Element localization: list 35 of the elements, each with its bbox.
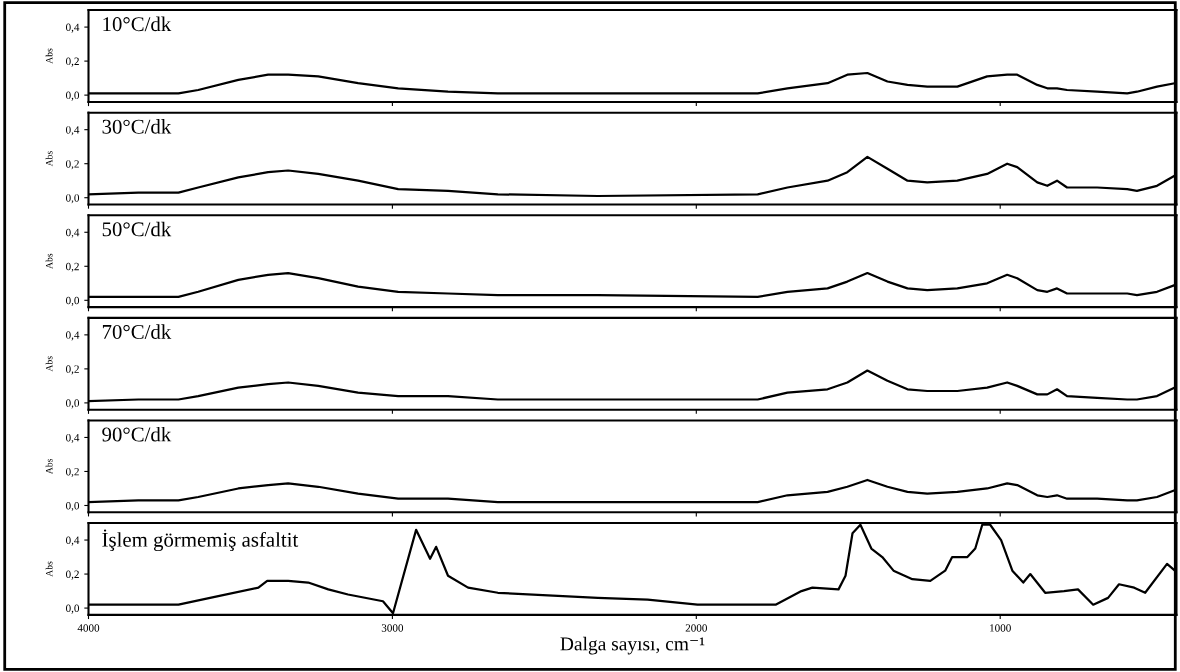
y-axis-title: Abs	[45, 561, 53, 577]
y-tick-label: 0,0	[66, 399, 80, 409]
x-tick-label: 3000	[381, 624, 404, 632]
chart-title: İşlem görmemiş asfaltit	[102, 529, 299, 552]
y-tick-label: 0,4	[66, 331, 80, 341]
chart-title: 90°C/dk	[102, 426, 172, 442]
y-tick-label: 0,2	[66, 570, 79, 580]
chart-title: 70°C/dk	[102, 324, 172, 339]
chart-title: 10°C/dk	[103, 16, 172, 32]
chart-title: 30°C/dk	[102, 119, 172, 134]
x-tick-label: 2000	[685, 624, 707, 632]
x-tick-label: 4000	[77, 624, 100, 632]
y-axis-title: Abs	[45, 253, 53, 269]
x-tick-label: 1000	[990, 624, 1011, 632]
y-tick-label: 0,4	[66, 433, 80, 444]
y-axis-title: Abs	[45, 458, 53, 475]
y-tick-label: 0,2	[66, 57, 79, 67]
y-tick-label: 0,2	[66, 262, 79, 272]
y-axis-title: Abs	[45, 151, 53, 167]
y-tick-label: 0,0	[66, 296, 80, 306]
y-tick-label: 0,4	[66, 126, 80, 136]
x-axis-title: Dalga sayısı, cm⁻¹	[560, 636, 705, 655]
y-axis-title: Abs	[45, 356, 53, 372]
y-tick-label: 0,4	[66, 23, 80, 33]
y-tick-label: 0,2	[66, 365, 79, 375]
y-tick-label: 0,4	[66, 228, 80, 238]
y-tick-label: 0,0	[66, 91, 80, 101]
y-tick-label: 0,0	[66, 501, 80, 512]
y-tick-label: 0,4	[66, 536, 80, 546]
y-tick-label: 0,2	[66, 467, 79, 478]
y-axis-title: Abs	[45, 48, 53, 64]
y-tick-label: 0,0	[66, 604, 80, 614]
y-tick-label: 0,0	[66, 194, 80, 204]
chart-title: 50°C/dk	[102, 221, 172, 237]
y-tick-label: 0,2	[66, 160, 79, 170]
